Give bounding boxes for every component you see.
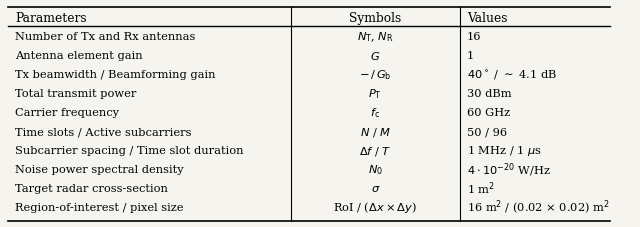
Text: $\Delta f$ / $T$: $\Delta f$ / $T$ bbox=[359, 144, 392, 157]
Text: Subcarrier spacing / Time slot duration: Subcarrier spacing / Time slot duration bbox=[15, 146, 243, 155]
Text: 30 dBm: 30 dBm bbox=[467, 89, 512, 99]
Text: $G$: $G$ bbox=[370, 50, 380, 62]
Text: Time slots / Active subcarriers: Time slots / Active subcarriers bbox=[15, 127, 191, 137]
Text: Number of Tx and Rx antennas: Number of Tx and Rx antennas bbox=[15, 32, 195, 42]
Text: Region-of-interest / pixel size: Region-of-interest / pixel size bbox=[15, 202, 184, 212]
Text: $\sigma$: $\sigma$ bbox=[371, 183, 380, 193]
Text: Carrier frequency: Carrier frequency bbox=[15, 108, 119, 118]
Text: $P_\mathrm{T}$: $P_\mathrm{T}$ bbox=[369, 87, 382, 101]
Text: Values: Values bbox=[467, 12, 508, 25]
Text: Total transmit power: Total transmit power bbox=[15, 89, 136, 99]
Text: Symbols: Symbols bbox=[349, 12, 401, 25]
Text: Target radar cross-section: Target radar cross-section bbox=[15, 183, 168, 193]
Text: $-\,/\,G_\mathrm{b}$: $-\,/\,G_\mathrm{b}$ bbox=[359, 68, 392, 82]
Text: 50 / 96: 50 / 96 bbox=[467, 127, 508, 137]
Text: $N_\mathrm{T}$, $N_\mathrm{R}$: $N_\mathrm{T}$, $N_\mathrm{R}$ bbox=[357, 31, 394, 44]
Text: Noise power spectral density: Noise power spectral density bbox=[15, 164, 184, 174]
Text: Tx beamwidth / Beamforming gain: Tx beamwidth / Beamforming gain bbox=[15, 70, 216, 80]
Text: $40^\circ$ / $\sim$ 4.1 dB: $40^\circ$ / $\sim$ 4.1 dB bbox=[467, 69, 557, 81]
Text: $f_\mathrm{c}$: $f_\mathrm{c}$ bbox=[371, 106, 380, 120]
Text: $4 \cdot 10^{-20}$ W/Hz: $4 \cdot 10^{-20}$ W/Hz bbox=[467, 160, 551, 178]
Text: 1: 1 bbox=[467, 51, 474, 61]
Text: $N_0$: $N_0$ bbox=[368, 163, 383, 176]
Text: 1 m$^2$: 1 m$^2$ bbox=[467, 180, 495, 196]
Text: 16: 16 bbox=[467, 32, 482, 42]
Text: Antenna element gain: Antenna element gain bbox=[15, 51, 143, 61]
Text: $N$ / $M$: $N$ / $M$ bbox=[360, 125, 391, 138]
Text: 16 m$^2$ / (0.02 $\times$ 0.02) m$^2$: 16 m$^2$ / (0.02 $\times$ 0.02) m$^2$ bbox=[467, 198, 610, 216]
Text: Parameters: Parameters bbox=[15, 12, 86, 25]
Text: RoI / ($\Delta x \times \Delta y$): RoI / ($\Delta x \times \Delta y$) bbox=[333, 200, 417, 215]
Text: 1 MHz / 1 $\mu$s: 1 MHz / 1 $\mu$s bbox=[467, 143, 542, 157]
Text: 60 GHz: 60 GHz bbox=[467, 108, 510, 118]
